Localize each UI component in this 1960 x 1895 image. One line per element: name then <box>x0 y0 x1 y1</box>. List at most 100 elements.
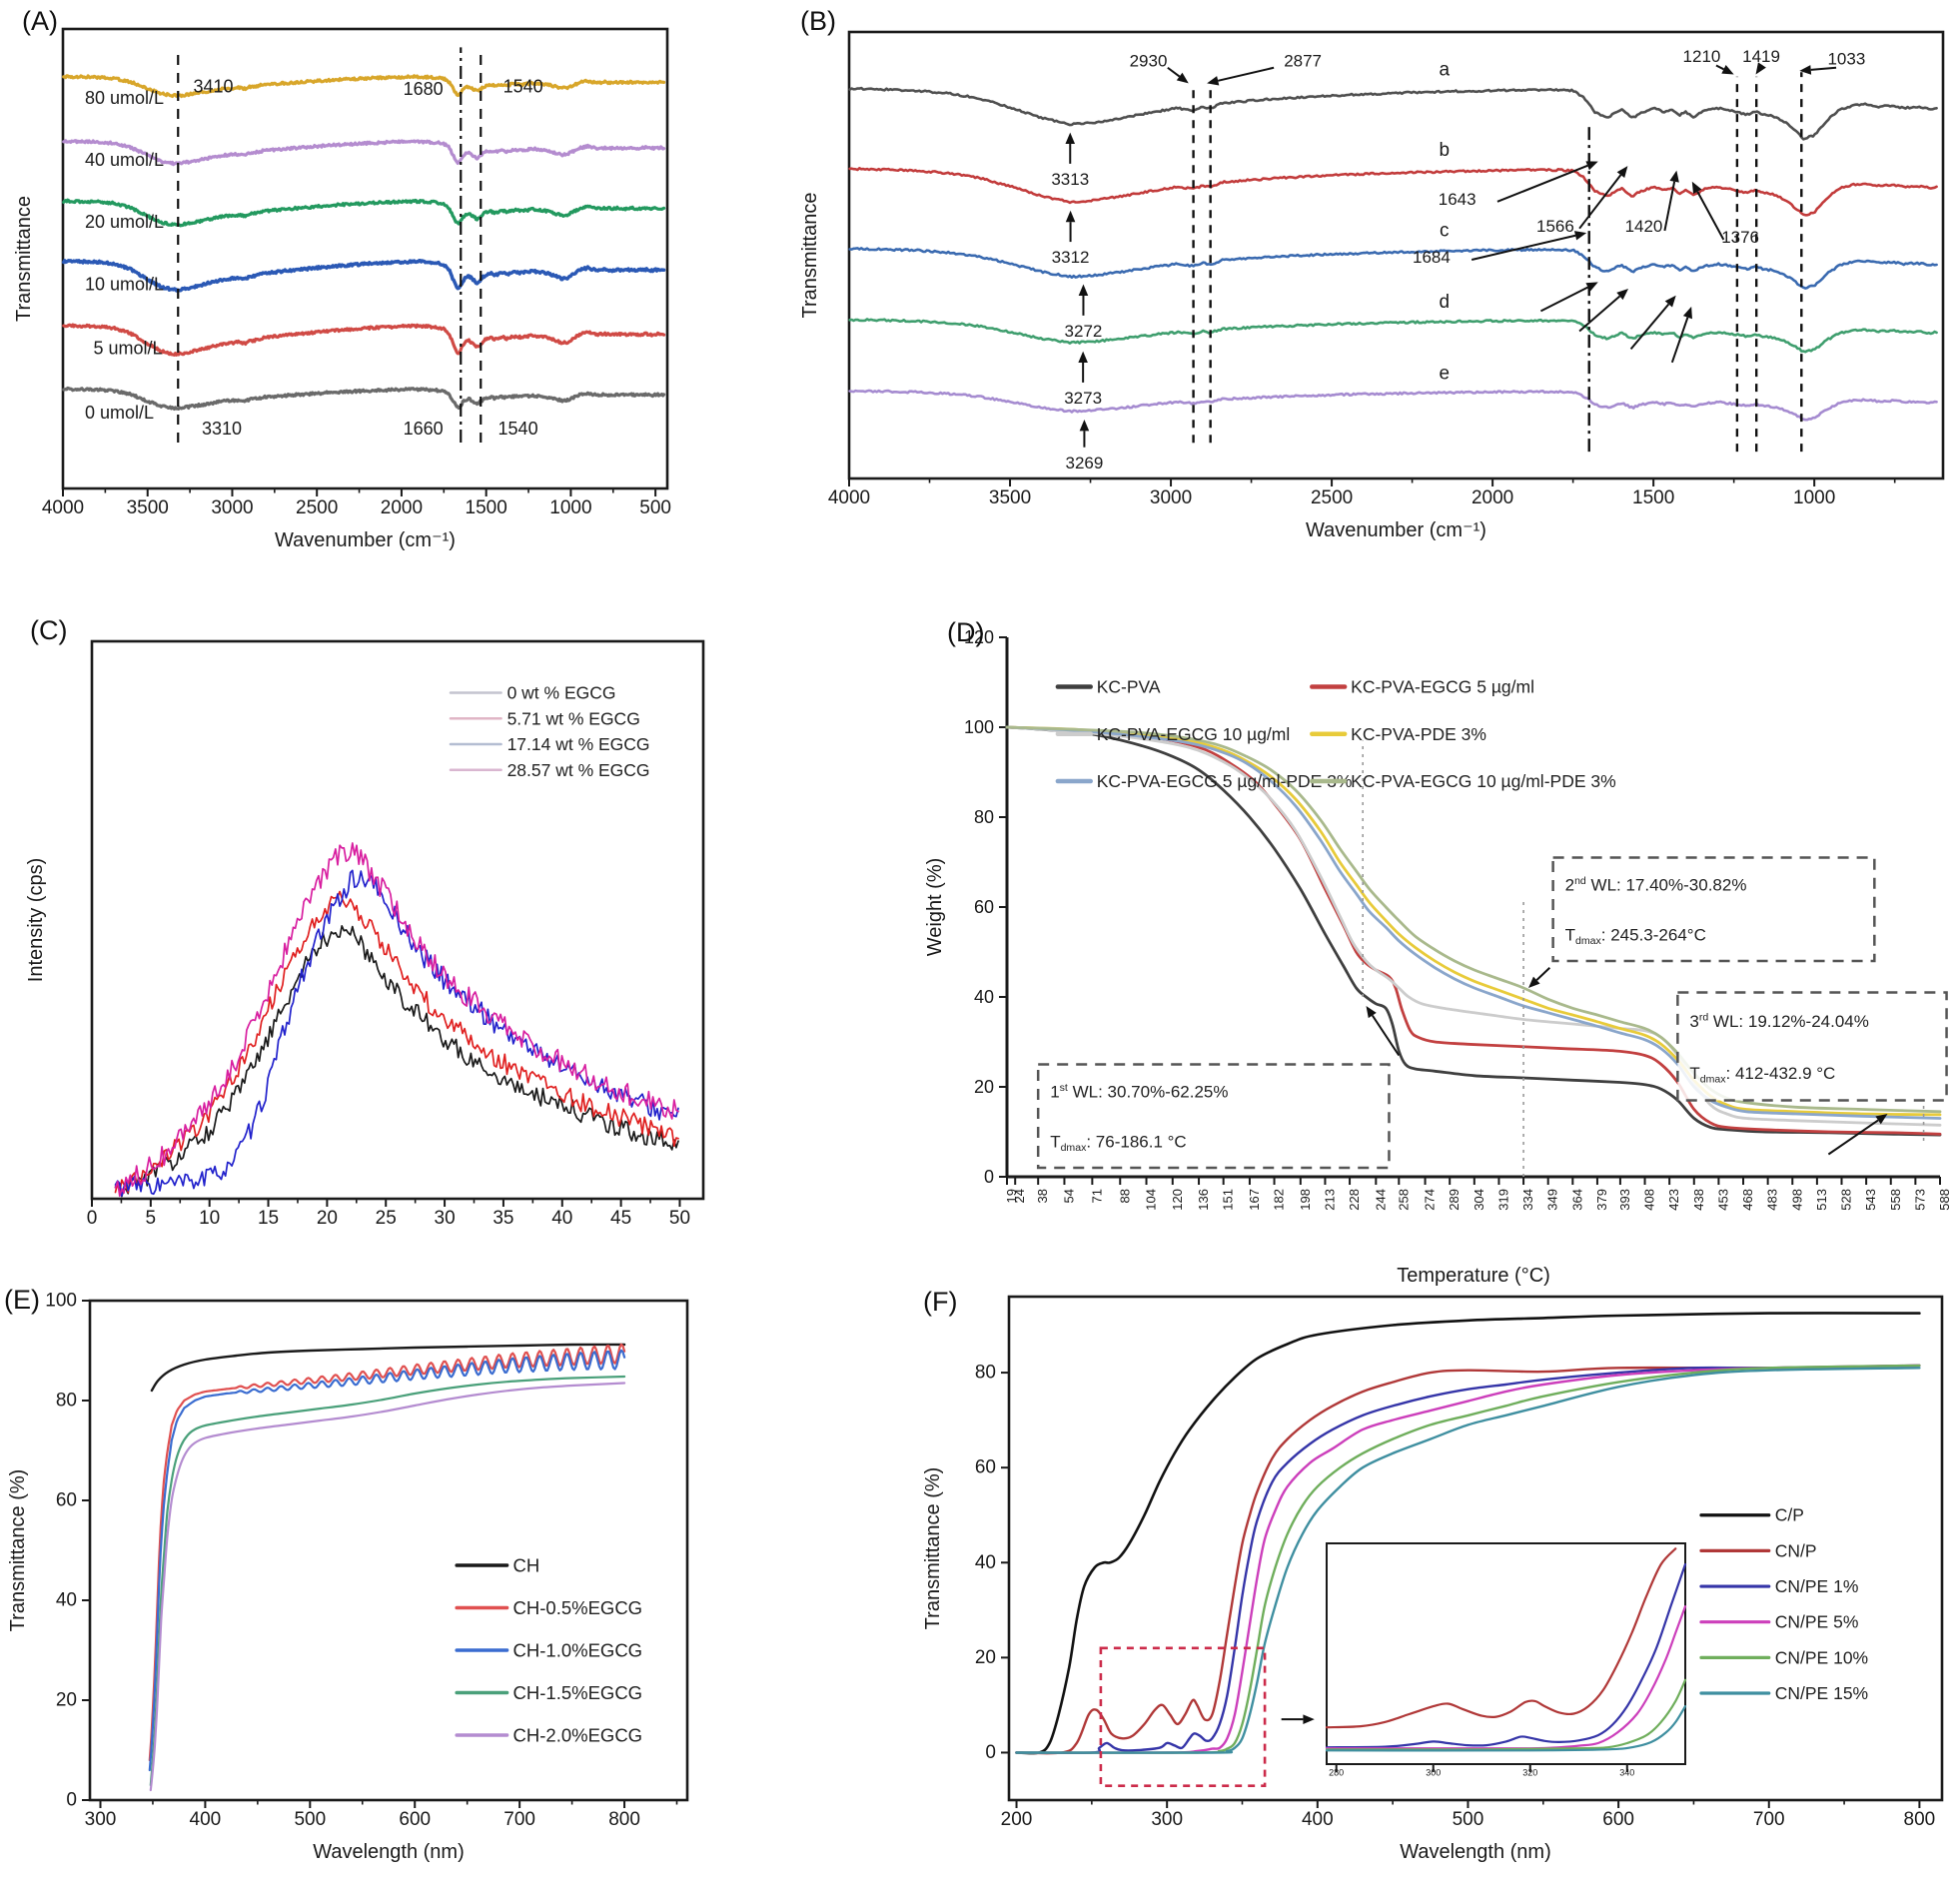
svg-text:Transmittance: Transmittance <box>799 193 821 319</box>
svg-text:573: 573 <box>1912 1189 1927 1211</box>
svg-text:200: 200 <box>1001 1809 1033 1830</box>
svg-text:483: 483 <box>1765 1189 1780 1211</box>
svg-text:88: 88 <box>1117 1189 1132 1203</box>
svg-text:80: 80 <box>56 1391 77 1412</box>
svg-text:600: 600 <box>1602 1809 1634 1830</box>
svg-text:3500: 3500 <box>989 487 1031 508</box>
svg-text:3269: 3269 <box>1066 454 1104 473</box>
svg-text:17.14 wt % EGCG: 17.14 wt % EGCG <box>507 734 650 754</box>
svg-text:Transmittance: Transmittance <box>13 196 35 322</box>
svg-text:35: 35 <box>492 1208 513 1229</box>
svg-text:CH-1.0%EGCG: CH-1.0%EGCG <box>513 1640 643 1661</box>
svg-text:340: 340 <box>1619 1767 1634 1777</box>
svg-text:5.71 wt % EGCG: 5.71 wt % EGCG <box>507 708 640 728</box>
svg-text:80: 80 <box>975 1363 996 1384</box>
svg-text:Temperature (°C): Temperature (°C) <box>1397 1265 1550 1287</box>
svg-text:0: 0 <box>984 1167 994 1187</box>
panel-e-chart: 300 400 500 600 700 800 Wavelength (nm) 0 20 40 60… <box>7 1291 689 1863</box>
svg-text:1500: 1500 <box>466 497 507 518</box>
svg-text:1660: 1660 <box>404 419 444 439</box>
svg-text:400: 400 <box>190 1809 222 1830</box>
svg-text:Tdmax: 412-432.9 °C: Tdmax: 412-432.9 °C <box>1689 1064 1835 1086</box>
svg-text:40: 40 <box>974 987 994 1007</box>
svg-text:54: 54 <box>1061 1189 1076 1203</box>
svg-text:CN/PE 10%: CN/PE 10% <box>1775 1647 1868 1667</box>
svg-text:600: 600 <box>399 1809 431 1830</box>
svg-text:1500: 1500 <box>1632 487 1674 508</box>
svg-text:40 umol/L: 40 umol/L <box>85 150 164 170</box>
svg-text:258: 258 <box>1396 1189 1411 1211</box>
svg-text:45: 45 <box>610 1208 631 1229</box>
svg-text:28.57 wt % EGCG: 28.57 wt % EGCG <box>507 760 650 780</box>
svg-text:3310: 3310 <box>202 419 242 439</box>
svg-text:588: 588 <box>1937 1189 1952 1211</box>
svg-text:24: 24 <box>1012 1189 1027 1203</box>
svg-text:289: 289 <box>1447 1189 1462 1211</box>
panel-c: (C) 0 5 10 15 20 25 30 35 40 45 50 Intensity (cps) 0… <box>20 611 719 1261</box>
panel-d: (D) 19 24 38 54 71 88 104 120 136 151 167 182 198 213… <box>919 611 1958 1299</box>
svg-text:c: c <box>1440 220 1450 241</box>
svg-text:30: 30 <box>435 1208 456 1229</box>
svg-text:3313: 3313 <box>1051 170 1089 189</box>
svg-text:19: 19 <box>1004 1189 1019 1203</box>
svg-text:KC-PVA-PDE 3%: KC-PVA-PDE 3% <box>1351 724 1486 744</box>
svg-text:CN/PE 15%: CN/PE 15% <box>1775 1683 1868 1703</box>
svg-text:4000: 4000 <box>42 497 84 518</box>
svg-text:60: 60 <box>975 1457 996 1478</box>
svg-text:1540: 1540 <box>503 77 543 97</box>
svg-text:468: 468 <box>1740 1189 1755 1211</box>
svg-text:20: 20 <box>56 1690 77 1711</box>
svg-text:Weight (%): Weight (%) <box>924 858 946 957</box>
svg-text:KC-PVA-EGCG 10 µg/ml: KC-PVA-EGCG 10 µg/ml <box>1097 724 1291 744</box>
svg-text:136: 136 <box>1196 1189 1211 1211</box>
svg-text:50: 50 <box>669 1208 690 1229</box>
svg-text:543: 543 <box>1863 1189 1878 1211</box>
svg-text:213: 213 <box>1322 1189 1337 1211</box>
svg-text:800: 800 <box>1904 1809 1936 1830</box>
svg-text:104: 104 <box>1144 1189 1159 1211</box>
svg-text:2000: 2000 <box>1471 487 1513 508</box>
panel-e: (E) 300 400 500 600 700 800 Wavelength (nm) 0 20… <box>2 1285 711 1890</box>
svg-text:Tdmax: 76-186.1 °C: Tdmax: 76-186.1 °C <box>1050 1132 1187 1154</box>
svg-text:2500: 2500 <box>1311 487 1353 508</box>
svg-text:KC-PVA-EGCG 5 µg/ml: KC-PVA-EGCG 5 µg/ml <box>1351 677 1534 697</box>
svg-text:Wavenumber (cm⁻¹): Wavenumber (cm⁻¹) <box>275 529 456 551</box>
svg-text:513: 513 <box>1814 1189 1829 1211</box>
svg-text:CN/PE 5%: CN/PE 5% <box>1775 1612 1859 1632</box>
svg-text:423: 423 <box>1666 1189 1681 1211</box>
svg-text:CH-2.0%EGCG: CH-2.0%EGCG <box>513 1725 643 1746</box>
svg-text:558: 558 <box>1888 1189 1903 1211</box>
svg-text:700: 700 <box>503 1809 535 1830</box>
svg-text:5: 5 <box>146 1208 157 1229</box>
panel-b: (B) 4000 3500 3000 2500 2000 1500 1000 Wavenumb… <box>794 4 1958 563</box>
svg-text:4000: 4000 <box>828 487 870 508</box>
svg-text:1566: 1566 <box>1536 217 1574 236</box>
panel-e-label: (E) <box>4 1285 40 1315</box>
svg-text:1st WL: 30.70%-62.25%: 1st WL: 30.70%-62.25% <box>1050 1082 1228 1101</box>
svg-text:1419: 1419 <box>1742 47 1780 66</box>
svg-text:b: b <box>1440 140 1451 161</box>
svg-text:120: 120 <box>964 627 994 647</box>
svg-text:1680: 1680 <box>404 79 444 99</box>
svg-text:Tdmax: 245.3-264°C: Tdmax: 245.3-264°C <box>1565 925 1706 947</box>
panel-f-inset-chart: 280 300 320 340 <box>1317 1537 1691 1790</box>
svg-text:CH: CH <box>513 1555 540 1576</box>
svg-text:1210: 1210 <box>1683 47 1721 66</box>
svg-text:1684: 1684 <box>1413 248 1451 267</box>
svg-text:5 umol/L: 5 umol/L <box>94 339 163 359</box>
svg-text:20: 20 <box>975 1647 996 1668</box>
svg-text:167: 167 <box>1247 1189 1262 1211</box>
svg-text:d: d <box>1440 292 1451 313</box>
svg-text:334: 334 <box>1520 1189 1535 1211</box>
svg-text:100: 100 <box>964 717 994 737</box>
svg-text:20: 20 <box>317 1208 338 1229</box>
panel-c-label: (C) <box>30 615 68 645</box>
svg-text:280: 280 <box>1329 1767 1344 1777</box>
svg-text:274: 274 <box>1423 1189 1438 1211</box>
svg-text:379: 379 <box>1594 1189 1609 1211</box>
svg-text:1420: 1420 <box>1625 217 1663 236</box>
svg-text:0 wt % EGCG: 0 wt % EGCG <box>507 683 616 703</box>
svg-text:1643: 1643 <box>1439 190 1476 209</box>
svg-text:120: 120 <box>1170 1189 1185 1211</box>
